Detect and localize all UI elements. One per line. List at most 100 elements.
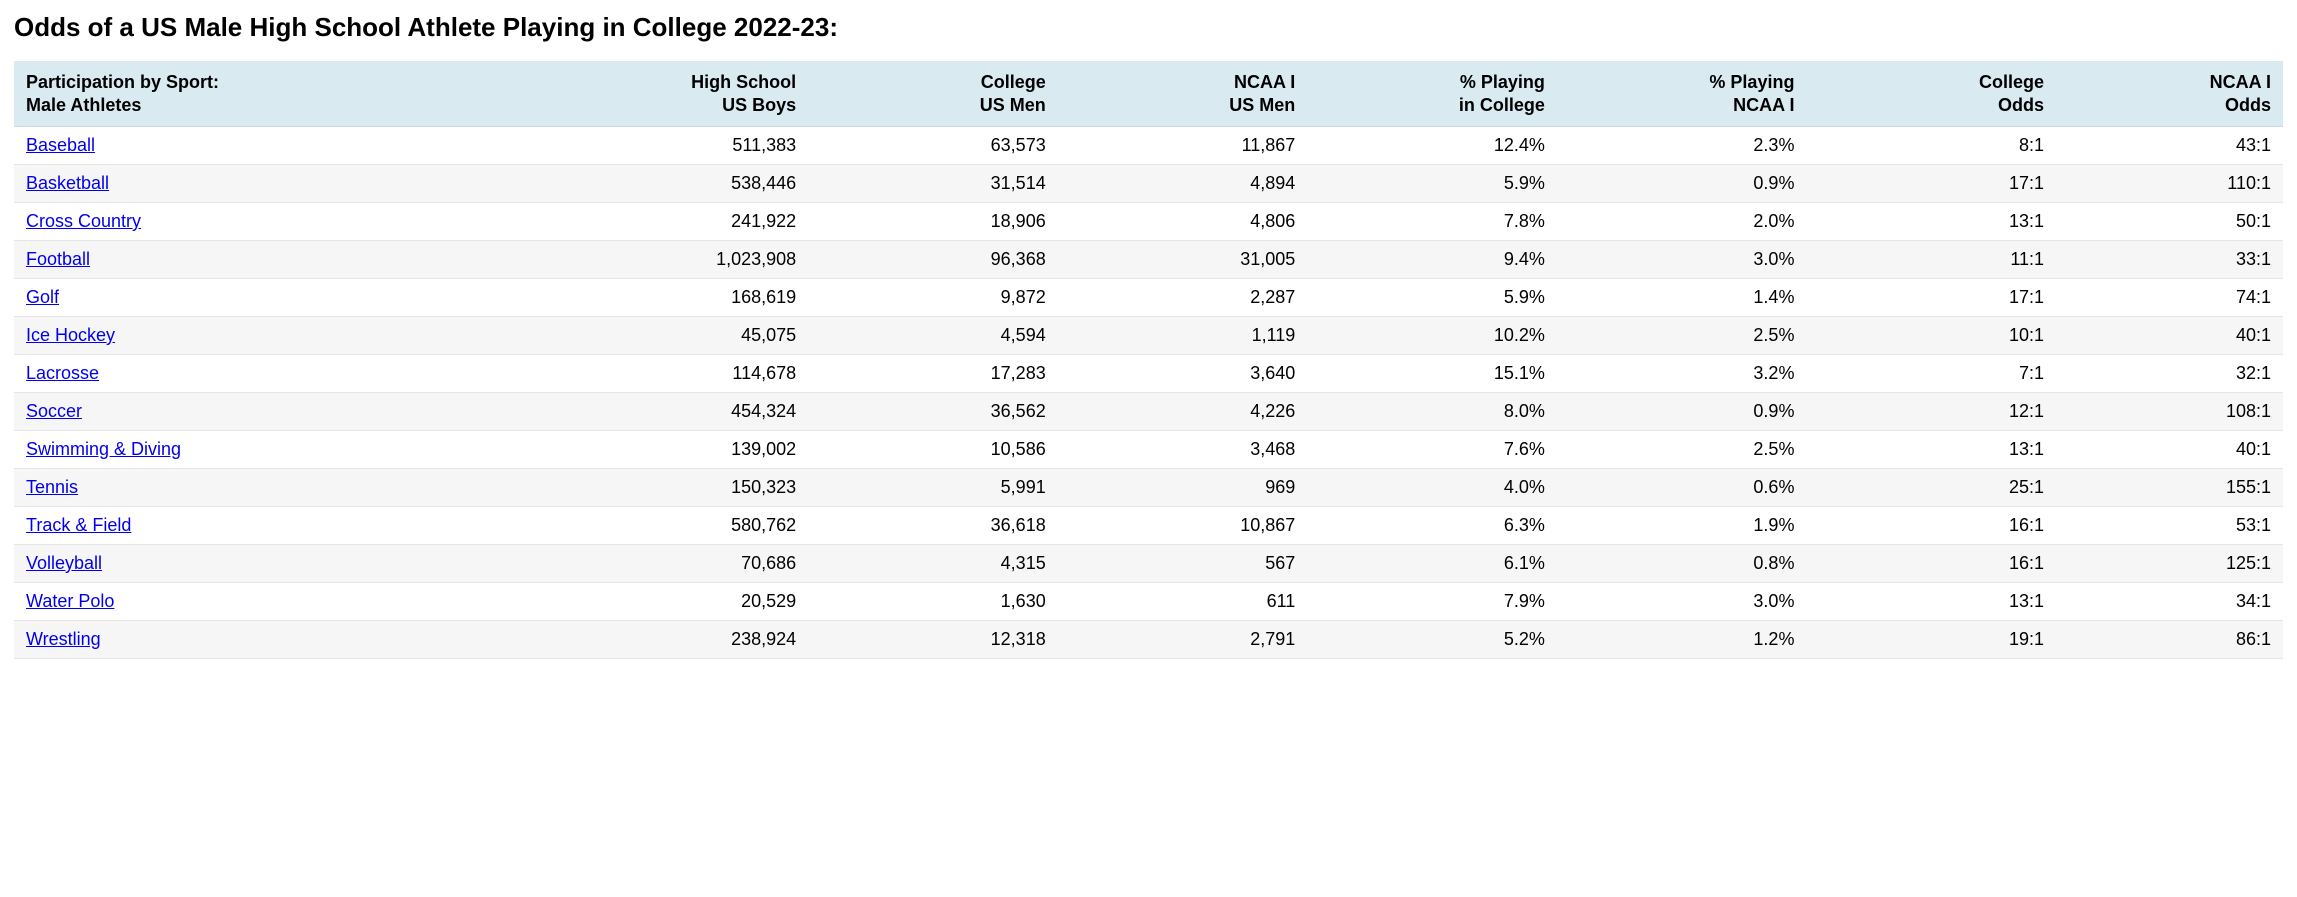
table-row: Tennis150,3235,9919694.0%0.6%25:1155:1 [14, 469, 2283, 507]
table-row: Golf168,6199,8722,2875.9%1.4%17:174:1 [14, 279, 2283, 317]
cell-odds-ncaa1: 33:1 [2056, 241, 2283, 279]
cell-odds-college: 19:1 [1806, 621, 2056, 659]
cell-pct-ncaa1: 3.2% [1557, 355, 1807, 393]
cell-sport: Golf [14, 279, 559, 317]
cell-college: 12,318 [808, 621, 1058, 659]
cell-ncaa1: 2,287 [1058, 279, 1308, 317]
table-row: Swimming & Diving139,00210,5863,4687.6%2… [14, 431, 2283, 469]
table-row: Baseball511,38363,57311,86712.4%2.3%8:14… [14, 127, 2283, 165]
cell-odds-college: 16:1 [1806, 545, 2056, 583]
cell-sport: Wrestling [14, 621, 559, 659]
cell-ncaa1: 4,806 [1058, 203, 1308, 241]
cell-odds-ncaa1: 40:1 [2056, 317, 2283, 355]
cell-ncaa1: 611 [1058, 583, 1308, 621]
cell-hs: 511,383 [559, 127, 809, 165]
cell-ncaa1: 1,119 [1058, 317, 1308, 355]
cell-sport: Basketball [14, 165, 559, 203]
cell-odds-ncaa1: 32:1 [2056, 355, 2283, 393]
cell-college: 1,630 [808, 583, 1058, 621]
table-row: Wrestling238,92412,3182,7915.2%1.2%19:18… [14, 621, 2283, 659]
cell-college: 9,872 [808, 279, 1058, 317]
cell-hs: 241,922 [559, 203, 809, 241]
cell-hs: 150,323 [559, 469, 809, 507]
cell-college: 96,368 [808, 241, 1058, 279]
cell-odds-college: 13:1 [1806, 431, 2056, 469]
table-row: Basketball538,44631,5144,8945.9%0.9%17:1… [14, 165, 2283, 203]
cell-college: 36,618 [808, 507, 1058, 545]
cell-ncaa1: 10,867 [1058, 507, 1308, 545]
cell-odds-ncaa1: 125:1 [2056, 545, 2283, 583]
table-row: Water Polo20,5291,6306117.9%3.0%13:134:1 [14, 583, 2283, 621]
cell-hs: 238,924 [559, 621, 809, 659]
cell-hs: 580,762 [559, 507, 809, 545]
cell-ncaa1: 969 [1058, 469, 1308, 507]
sport-link[interactable]: Swimming & Diving [26, 439, 181, 459]
cell-college: 63,573 [808, 127, 1058, 165]
cell-ncaa1: 567 [1058, 545, 1308, 583]
cell-ncaa1: 4,894 [1058, 165, 1308, 203]
sport-link[interactable]: Wrestling [26, 629, 101, 649]
cell-college: 18,906 [808, 203, 1058, 241]
cell-pct-ncaa1: 2.5% [1557, 317, 1807, 355]
cell-pct-ncaa1: 2.0% [1557, 203, 1807, 241]
sport-link[interactable]: Tennis [26, 477, 78, 497]
col-header-odds-college: College Odds [1806, 61, 2056, 127]
cell-odds-ncaa1: 86:1 [2056, 621, 2283, 659]
sport-link[interactable]: Golf [26, 287, 59, 307]
col-header-sport: Participation by Sport: Male Athletes [14, 61, 559, 127]
table-row: Lacrosse114,67817,2833,64015.1%3.2%7:132… [14, 355, 2283, 393]
cell-sport: Football [14, 241, 559, 279]
cell-odds-ncaa1: 74:1 [2056, 279, 2283, 317]
sport-link[interactable]: Football [26, 249, 90, 269]
cell-odds-ncaa1: 110:1 [2056, 165, 2283, 203]
cell-pct-college: 5.9% [1307, 279, 1557, 317]
cell-pct-college: 8.0% [1307, 393, 1557, 431]
cell-ncaa1: 31,005 [1058, 241, 1308, 279]
col-header-pct-college: % Playing in College [1307, 61, 1557, 127]
cell-pct-college: 5.9% [1307, 165, 1557, 203]
sport-link[interactable]: Soccer [26, 401, 82, 421]
cell-hs: 139,002 [559, 431, 809, 469]
sport-link[interactable]: Baseball [26, 135, 95, 155]
sport-link[interactable]: Water Polo [26, 591, 114, 611]
cell-pct-college: 7.9% [1307, 583, 1557, 621]
cell-college: 4,315 [808, 545, 1058, 583]
sport-link[interactable]: Ice Hockey [26, 325, 115, 345]
cell-pct-ncaa1: 2.3% [1557, 127, 1807, 165]
cell-hs: 70,686 [559, 545, 809, 583]
sport-link[interactable]: Basketball [26, 173, 109, 193]
cell-pct-ncaa1: 0.9% [1557, 393, 1807, 431]
cell-hs: 20,529 [559, 583, 809, 621]
cell-odds-ncaa1: 108:1 [2056, 393, 2283, 431]
cell-pct-college: 9.4% [1307, 241, 1557, 279]
col-header-ncaa1: NCAA I US Men [1058, 61, 1308, 127]
cell-pct-college: 12.4% [1307, 127, 1557, 165]
sport-link[interactable]: Track & Field [26, 515, 131, 535]
table-row: Football1,023,90896,36831,0059.4%3.0%11:… [14, 241, 2283, 279]
cell-college: 31,514 [808, 165, 1058, 203]
cell-odds-college: 8:1 [1806, 127, 2056, 165]
cell-pct-ncaa1: 1.4% [1557, 279, 1807, 317]
cell-ncaa1: 11,867 [1058, 127, 1308, 165]
cell-odds-college: 25:1 [1806, 469, 2056, 507]
sport-link[interactable]: Volleyball [26, 553, 102, 573]
cell-college: 5,991 [808, 469, 1058, 507]
cell-pct-ncaa1: 1.9% [1557, 507, 1807, 545]
cell-pct-college: 4.0% [1307, 469, 1557, 507]
odds-table: Participation by Sport: Male Athletes Hi… [14, 61, 2283, 659]
cell-sport: Track & Field [14, 507, 559, 545]
cell-sport: Lacrosse [14, 355, 559, 393]
sport-link[interactable]: Cross Country [26, 211, 141, 231]
table-header-row: Participation by Sport: Male Athletes Hi… [14, 61, 2283, 127]
col-header-pct-ncaa1: % Playing NCAA I [1557, 61, 1807, 127]
cell-odds-college: 16:1 [1806, 507, 2056, 545]
sport-link[interactable]: Lacrosse [26, 363, 99, 383]
cell-sport: Cross Country [14, 203, 559, 241]
cell-ncaa1: 3,468 [1058, 431, 1308, 469]
cell-college: 10,586 [808, 431, 1058, 469]
cell-odds-ncaa1: 155:1 [2056, 469, 2283, 507]
cell-college: 17,283 [808, 355, 1058, 393]
cell-ncaa1: 3,640 [1058, 355, 1308, 393]
cell-sport: Baseball [14, 127, 559, 165]
cell-sport: Volleyball [14, 545, 559, 583]
